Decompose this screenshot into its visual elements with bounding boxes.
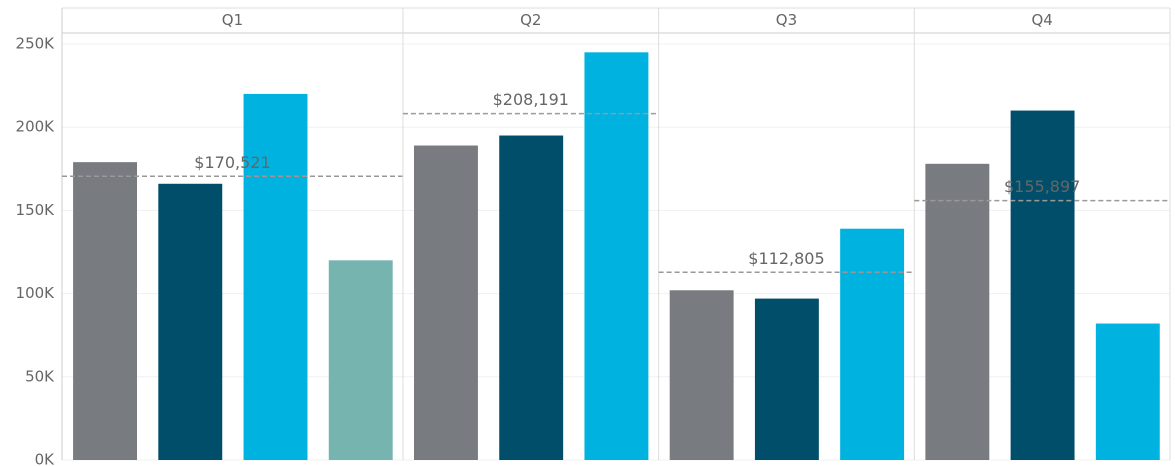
reference-label: $170,521 bbox=[194, 153, 270, 172]
bar bbox=[1010, 110, 1075, 460]
bar bbox=[414, 145, 478, 460]
bar bbox=[669, 290, 734, 460]
y-tick-label: 200K bbox=[16, 118, 56, 136]
reference-label: $112,805 bbox=[748, 249, 824, 268]
panel-header: Q3 bbox=[776, 11, 797, 29]
bar bbox=[243, 93, 308, 461]
y-tick-label: 250K bbox=[16, 35, 56, 53]
bar bbox=[1095, 323, 1160, 460]
y-tick-label: 100K bbox=[16, 284, 56, 302]
reference-label: $155,897 bbox=[1004, 177, 1080, 196]
reference-label: $208,191 bbox=[493, 90, 569, 109]
y-tick-label: 0K bbox=[35, 451, 56, 466]
bar bbox=[73, 162, 138, 461]
bar bbox=[158, 183, 223, 460]
panel-header: Q4 bbox=[1031, 11, 1052, 29]
panel-header: Q1 bbox=[222, 11, 243, 29]
y-tick-label: 150K bbox=[16, 201, 56, 219]
bar bbox=[499, 135, 564, 460]
bar bbox=[584, 52, 649, 460]
y-tick-label: 50K bbox=[25, 367, 55, 385]
bar bbox=[328, 260, 393, 460]
bar bbox=[754, 298, 819, 460]
bar bbox=[840, 228, 905, 460]
panel-header: Q2 bbox=[520, 11, 541, 29]
bar bbox=[925, 163, 990, 461]
